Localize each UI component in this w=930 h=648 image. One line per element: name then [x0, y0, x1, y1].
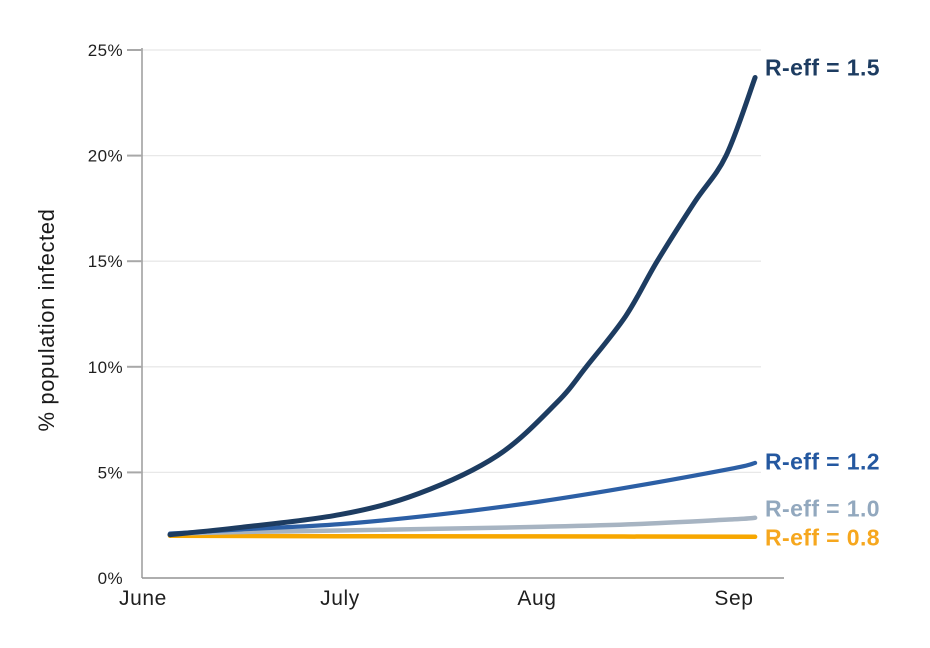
x-tick-label-sep: Sep	[714, 587, 753, 610]
y-tick-label-10pct: 10%	[88, 358, 123, 377]
series-label-r-eff-0.8: R-eff = 0.8	[765, 524, 880, 551]
y-tick-label-25pct: 25%	[88, 41, 123, 60]
series-label-r-eff-1.0: R-eff = 1.0	[765, 495, 880, 522]
series-label-r-eff-1.5: R-eff = 1.5	[765, 54, 880, 81]
series-line-r-eff-1.2	[167, 460, 758, 536]
y-tick-label-0pct: 0%	[98, 569, 123, 588]
x-tick-label-aug: Aug	[517, 587, 556, 610]
y-tick-label-20pct: 20%	[88, 147, 123, 166]
y-tick-label-15pct: 15%	[88, 252, 123, 271]
series-line-r-eff-0.8	[167, 533, 758, 540]
series-line-r-eff-1.5	[167, 75, 758, 538]
y-tick-label-5pct: 5%	[98, 463, 123, 482]
x-tick-label-july: July	[320, 587, 360, 610]
x-tick-label-june: June	[119, 587, 167, 610]
series-label-r-eff-1.2: R-eff = 1.2	[765, 448, 880, 475]
series-line-r-eff-1.0	[167, 515, 758, 536]
